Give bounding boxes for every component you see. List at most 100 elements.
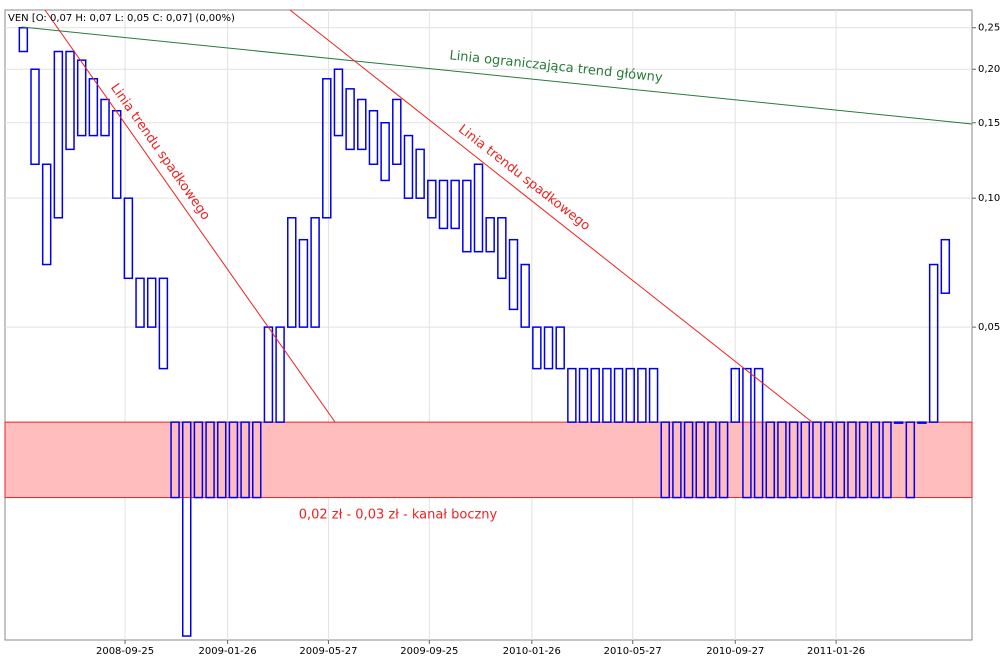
price-range-bar: [287, 217, 297, 328]
price-range-bar: [181, 421, 192, 637]
price-range-bar: [928, 263, 939, 423]
price-range-bar: [392, 98, 402, 166]
price-range-bar: [298, 238, 309, 328]
price-range-bar: [193, 421, 204, 499]
price-range-bar: [625, 367, 635, 423]
band-layer: [4, 421, 973, 499]
price-range-bar: [905, 421, 916, 499]
price-range-bar: [345, 88, 355, 151]
price-range-bar: [438, 179, 449, 230]
x-tick-label: 2009-01-26: [199, 646, 257, 657]
x-tick-label: 2010-01-26: [503, 646, 561, 657]
price-range-bar: [170, 421, 180, 499]
price-range-bar: [403, 134, 414, 199]
x-tick-label: 2008-09-25: [96, 646, 154, 657]
price-range-bar: [275, 326, 285, 423]
x-tick-label: 2011-01-26: [807, 646, 865, 657]
price-range-bar: [76, 59, 87, 137]
price-range-bar: [753, 367, 764, 499]
price-range-bar: [683, 421, 694, 499]
price-range-bar: [216, 421, 227, 499]
price-range-bar: [146, 277, 157, 328]
price-range-bar: [65, 50, 75, 151]
price-range-bar: [917, 421, 927, 424]
price-range-bar: [380, 122, 390, 182]
price-range-bar: [637, 367, 647, 423]
plot-frame: [4, 9, 973, 641]
y-tick-label: 0,20: [978, 64, 1000, 75]
x-tick-label: 2009-05-27: [299, 646, 357, 657]
down-trend-line: [289, 9, 813, 423]
price-range-bar: [135, 277, 145, 328]
price-range-bar: [567, 367, 577, 423]
price-range-bar: [660, 421, 670, 499]
x-tick-label: 2009-09-25: [400, 646, 458, 657]
price-range-bar: [252, 421, 262, 499]
price-range-bar: [485, 217, 495, 253]
price-range-bar: [695, 421, 705, 499]
grid-layer: [5, 10, 976, 644]
price-range-bar: [823, 421, 834, 499]
price-range-bar: [322, 78, 332, 219]
price-range-bar: [111, 109, 122, 199]
y-tick-label: 0,25: [978, 23, 1000, 34]
price-range-bar: [450, 179, 460, 230]
price-range-bar: [333, 68, 344, 137]
price-range-bar: [368, 109, 379, 166]
price-range-bar: [240, 421, 250, 499]
price-range-bar: [765, 421, 776, 499]
price-range-bar: [520, 263, 530, 328]
price-range-bar: [357, 98, 367, 151]
price-range-bar: [940, 238, 951, 294]
price-range-bar: [777, 421, 787, 499]
price-range-bar: [100, 98, 110, 137]
price-range-bar: [590, 367, 600, 423]
price-range-bar: [648, 367, 659, 423]
price-range-bar: [602, 367, 612, 423]
price-range-bar: [858, 421, 869, 499]
price-range-bar: [870, 421, 881, 499]
price-range-bar: [742, 367, 752, 499]
price-range-bar: [427, 179, 437, 219]
price-range-bar: [462, 179, 472, 253]
y-tick-label: 0,15: [978, 118, 1000, 129]
price-range-bar: [543, 326, 554, 370]
price-range-bar: [18, 26, 29, 53]
price-range-bar: [788, 421, 799, 499]
price-range-bar: [893, 421, 904, 424]
price-range-bar: [415, 148, 425, 199]
price-range-bar: [508, 238, 519, 311]
down-trend-line: [44, 9, 336, 423]
bars-layer: [18, 26, 951, 637]
annotation: 0,02 zł - 0,03 zł - kanał boczny: [299, 508, 498, 523]
price-range-bar: [613, 367, 624, 423]
price-range-bar: [205, 421, 215, 499]
price-range-bar: [835, 421, 846, 499]
price-range-bar: [578, 367, 589, 423]
main-trend-line: [21, 26, 973, 125]
price-range-bar: [847, 421, 857, 499]
price-range-bar: [532, 326, 542, 370]
price-range-bar: [800, 421, 811, 499]
y-tick-label: 0,05: [978, 322, 1000, 333]
price-range-bar: [730, 367, 741, 423]
y-tick-label: 0,10: [978, 193, 1000, 204]
price-range-bar: [473, 163, 484, 253]
price-range-bar: [882, 421, 892, 499]
side-channel: [4, 421, 973, 499]
price-range-bar: [41, 163, 52, 266]
chart-header: VEN [O: 0,07 H: 0,07 L: 0,05 C: 0,07] (0…: [8, 13, 235, 24]
x-tick-label: 2010-09-27: [706, 646, 764, 657]
price-range-bar: [53, 50, 64, 219]
price-range-bar: [707, 421, 717, 499]
price-range-bar: [30, 68, 40, 166]
price-range-bar: [812, 421, 822, 499]
price-range-bar: [672, 421, 682, 499]
price-range-bar: [718, 421, 729, 499]
price-range-bar: [310, 217, 320, 328]
price-range-bar: [497, 217, 507, 280]
x-tick-label: 2010-05-27: [604, 646, 662, 657]
price-range-bar: [228, 421, 239, 499]
